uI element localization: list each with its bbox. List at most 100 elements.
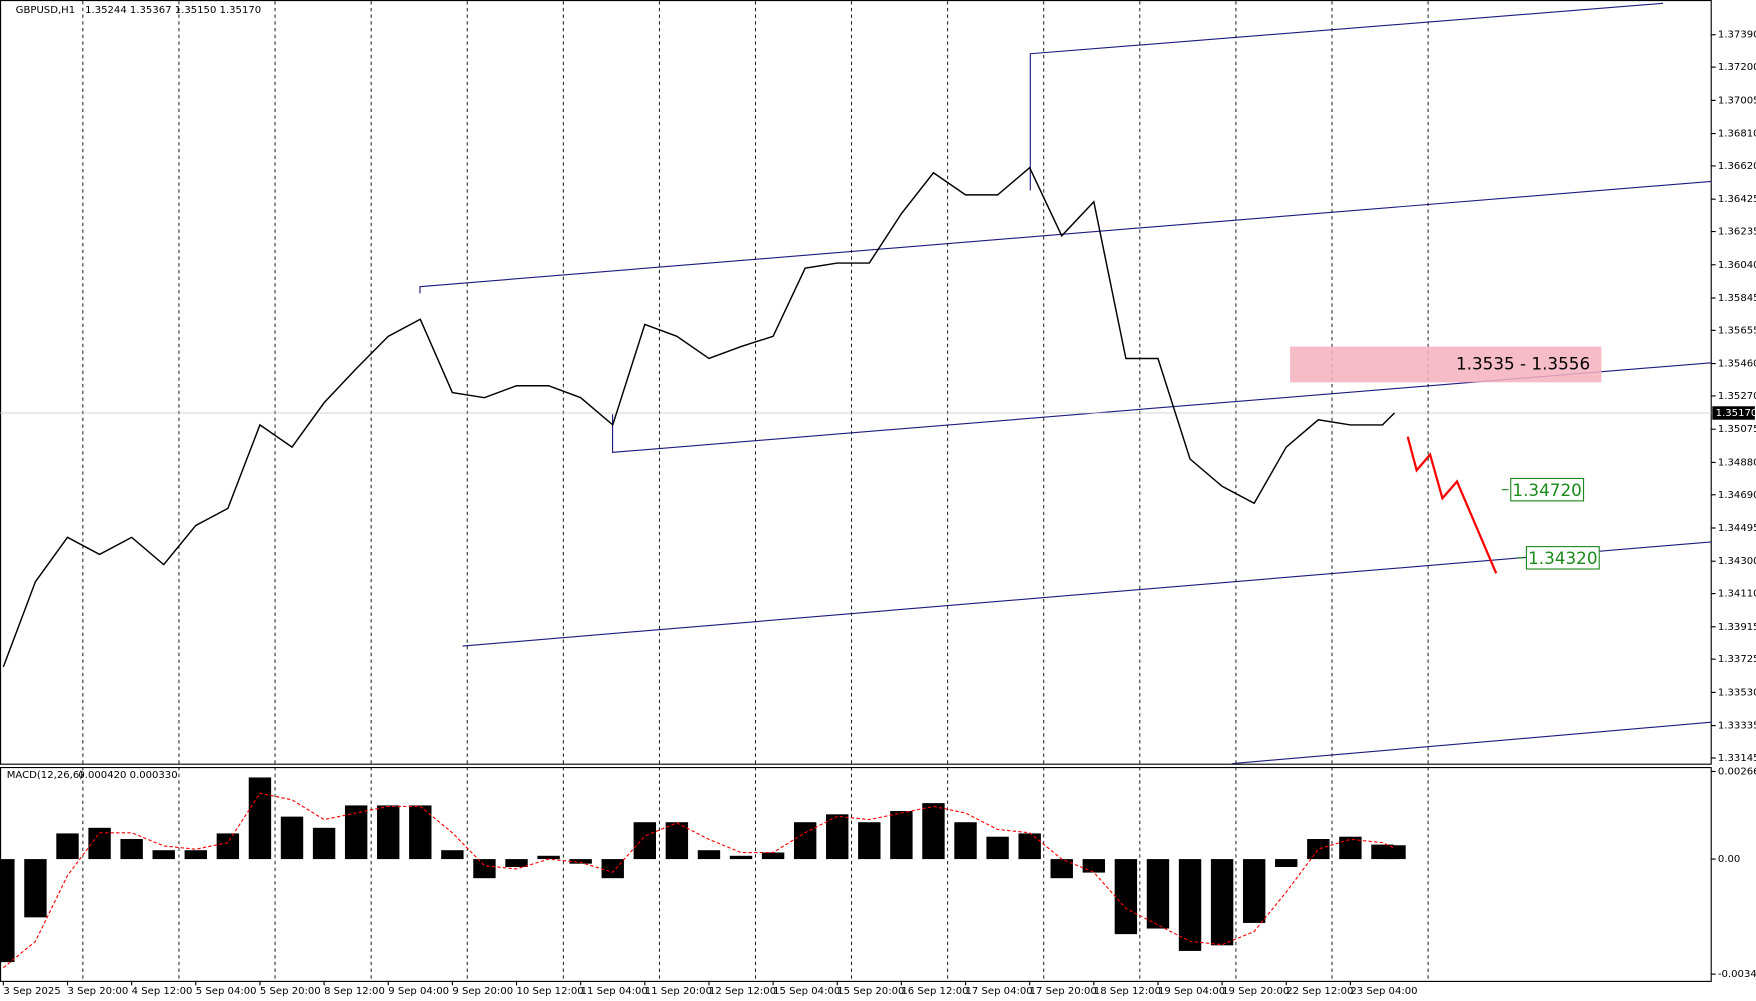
ohlc-values: 1.35244 1.35367 1.35150 1.35170	[85, 5, 261, 16]
macd-bar	[697, 850, 721, 860]
y-tick-label: 1.34880	[1718, 457, 1756, 468]
last-price-label: 1.35170	[1716, 408, 1756, 419]
macd-bar	[1307, 839, 1330, 860]
x-tick-label: 18 Sep 12:00	[1094, 986, 1161, 997]
y-tick-label: 1.37390	[1718, 30, 1756, 41]
x-tick-label: 19 Sep 04:00	[1158, 986, 1225, 997]
x-tick-label: 17 Sep 20:00	[1030, 986, 1097, 997]
x-tick-label: 8 Sep 12:00	[324, 986, 385, 997]
x-tick-label: 17 Sep 04:00	[966, 986, 1033, 997]
x-tick-label: 16 Sep 12:00	[901, 986, 968, 997]
macd-bar	[954, 822, 977, 860]
y-tick-label: 1.33335	[1718, 721, 1756, 732]
y-tick-label: 1.33915	[1718, 622, 1756, 633]
x-tick-label: 3 Sep 2025	[3, 986, 60, 997]
y-tick-label: 1.34495	[1718, 523, 1756, 534]
y-tick-label: 1.35075	[1718, 424, 1756, 435]
macd-bar	[761, 852, 785, 860]
macd-bar	[1050, 859, 1073, 879]
macd-bar	[858, 822, 881, 860]
macd-bar	[120, 839, 143, 860]
y-tick-label: 1.37200	[1718, 62, 1756, 73]
y-tick-label: 1.35270	[1718, 391, 1756, 402]
macd-bar	[986, 836, 1009, 860]
macd-bar	[377, 805, 400, 860]
y-tick-label: 1.34110	[1718, 589, 1756, 600]
macd-bar	[1275, 859, 1298, 867]
series-line	[3, 792, 1395, 969]
target-label: 1.34720	[1512, 480, 1581, 500]
x-tick-label: 23 Sep 04:00	[1350, 986, 1417, 997]
indicator-values: 0.000420 0.000330	[78, 770, 177, 781]
macd-bar	[24, 859, 47, 918]
x-tick-label: 10 Sep 12:00	[517, 986, 584, 997]
y-tick-label: 1.35655	[1718, 325, 1756, 336]
macd-bar	[922, 803, 945, 860]
macd-bar	[729, 855, 753, 860]
x-tick-label: 4 Sep 12:00	[132, 986, 193, 997]
y-tick-label: 0.002662	[1718, 766, 1756, 777]
x-tick-label: 11 Sep 20:00	[645, 986, 712, 997]
macd-bar	[0, 859, 15, 963]
macd-bar	[248, 777, 272, 860]
channel-line	[1231, 721, 1712, 765]
y-tick-label: 1.35845	[1718, 293, 1756, 304]
forecast-arrow	[1406, 436, 1498, 574]
x-tick-label: 12 Sep 12:00	[709, 986, 776, 997]
y-tick-label: 1.36810	[1718, 129, 1756, 140]
x-tick-label: 3 Sep 20:00	[68, 986, 129, 997]
x-tick-label: 22 Sep 12:00	[1286, 986, 1353, 997]
macd-bar	[344, 805, 368, 860]
chart-title: GBPUSD,H1	[16, 5, 75, 16]
macd-bar	[1339, 836, 1362, 860]
last-price-tag	[1712, 406, 1755, 420]
x-tick-label: 15 Sep 04:00	[773, 986, 840, 997]
macd-bar	[1383, 845, 1406, 860]
macd-bar	[88, 827, 111, 860]
y-tick-label: 1.33725	[1718, 654, 1756, 665]
macd-bar	[280, 816, 304, 860]
y-tick-label: 1.36040	[1718, 260, 1756, 271]
macd-bar	[1018, 833, 1041, 860]
macd-bar	[56, 833, 79, 860]
macd-bar	[409, 805, 432, 860]
macd-bar	[216, 833, 240, 860]
target-label: 1.34320	[1528, 548, 1597, 568]
macd-bar	[601, 859, 624, 879]
series-line	[2, 166, 1396, 668]
macd-bar	[665, 822, 689, 860]
x-tick-label: 11 Sep 04:00	[581, 986, 648, 997]
y-tick-label: 1.34300	[1718, 556, 1756, 567]
macd-bar	[633, 822, 657, 860]
macd-bar	[1242, 859, 1266, 923]
channel-line	[462, 541, 1712, 647]
y-tick-label: 0.00	[1718, 854, 1740, 865]
target-box	[1510, 477, 1585, 502]
macd-bar	[890, 811, 913, 860]
macd-bar	[441, 850, 464, 860]
y-tick-label: 1.37005	[1718, 95, 1756, 106]
macd-bar	[569, 859, 592, 864]
zone-label: 1.3535 - 1.3556	[1456, 353, 1590, 373]
macd-bar	[826, 814, 849, 860]
macd-bar	[1082, 859, 1106, 873]
chart-frame	[0, 0, 1712, 982]
y-tick-label: 1.36425	[1718, 194, 1756, 205]
macd-bar	[1114, 859, 1138, 935]
y-tick-label: 1.33530	[1718, 687, 1756, 698]
channel-line	[1029, 2, 1664, 191]
macd-bar	[152, 850, 175, 860]
x-tick-label: 5 Sep 04:00	[196, 986, 257, 997]
y-tick-label: 1.36620	[1718, 161, 1756, 172]
macd-bar	[505, 859, 528, 867]
x-tick-label: 15 Sep 20:00	[837, 986, 904, 997]
price-zone	[1290, 346, 1602, 383]
macd-bar	[184, 850, 207, 860]
y-tick-label: 1.34690	[1718, 490, 1756, 501]
macd-bar	[1178, 859, 1202, 951]
channel-line	[612, 362, 1712, 453]
macd-bar	[473, 859, 496, 879]
y-tick-label: 1.33145	[1718, 753, 1756, 764]
